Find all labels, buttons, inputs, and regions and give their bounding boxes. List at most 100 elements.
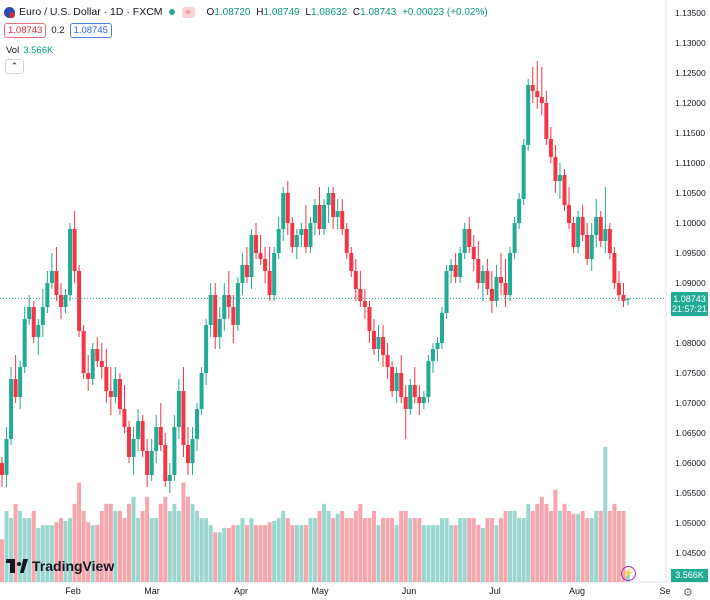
price-tick-label: 1.11000	[675, 158, 705, 168]
brand-name: TradingView	[32, 558, 115, 574]
spread-value: 0.2	[51, 25, 65, 36]
volume-bar	[36, 528, 41, 582]
candle-body	[544, 103, 549, 139]
volume-bar	[353, 510, 358, 582]
volume-bar	[430, 525, 435, 582]
volume-bar	[371, 510, 376, 582]
flash-icon[interactable]: ⚡	[621, 566, 636, 581]
candle-body	[81, 331, 86, 373]
candle-body	[108, 391, 113, 397]
candle-countdown: 21:57:21	[671, 304, 708, 315]
volume-bar	[195, 510, 200, 582]
volume-bar	[576, 513, 581, 582]
price-tick-label: 1.05500	[675, 488, 706, 498]
volume-bar	[63, 520, 68, 582]
volume-bar	[444, 518, 449, 582]
time-tick-label: Aug	[569, 586, 585, 596]
candle-body	[594, 217, 599, 235]
volume-bar	[403, 510, 408, 582]
candle-body	[548, 139, 553, 157]
buy-button[interactable]: 1.08745	[69, 23, 112, 38]
candle-body	[349, 253, 354, 271]
candle-body	[281, 193, 286, 229]
volume-bar	[0, 539, 4, 582]
volume-legend[interactable]: Vol 3.566K	[6, 45, 53, 56]
candle-body	[571, 223, 576, 247]
candle-body	[63, 295, 68, 307]
candle-body	[31, 307, 36, 337]
compare-icon[interactable]: ≈	[181, 6, 195, 18]
candle-body	[163, 445, 168, 481]
market-status-icon[interactable]	[168, 9, 175, 15]
candle-body	[117, 379, 122, 409]
candle-body	[158, 427, 163, 445]
price-tick-label: 1.10500	[675, 188, 706, 198]
candle-body	[58, 295, 63, 307]
time-tick-label: Apr	[234, 586, 248, 596]
candle-body	[489, 289, 494, 301]
candle-body	[313, 205, 317, 223]
volume-bar	[213, 532, 218, 582]
candle-body	[421, 397, 426, 403]
candle-body	[408, 385, 413, 409]
volume-bar	[54, 522, 59, 582]
price-tick-label: 1.12000	[675, 98, 706, 108]
candle-body	[471, 247, 476, 259]
volume-bar	[603, 447, 608, 582]
volume-bar	[594, 510, 599, 582]
settings-gear-icon[interactable]: ⚙	[683, 587, 693, 599]
candle-body	[399, 373, 404, 397]
volume-bar	[45, 525, 50, 582]
volume-bar	[399, 510, 404, 582]
candle-body	[185, 445, 190, 463]
volume-bar	[503, 510, 508, 582]
sell-button[interactable]: 1.08743	[4, 23, 47, 38]
volume-bar	[467, 518, 472, 582]
candle-body	[444, 271, 449, 313]
volume-bar	[376, 525, 381, 582]
candle-body	[77, 271, 82, 331]
price-tick-label: 1.04500	[675, 548, 706, 558]
time-tick-label: Se	[659, 586, 670, 596]
volume-bar	[40, 525, 45, 582]
volume-bar	[122, 518, 127, 582]
candle-body	[4, 439, 9, 475]
volume-bar	[498, 518, 503, 582]
volume-bar	[299, 525, 304, 582]
candle-body	[430, 349, 435, 361]
volume-bar	[462, 518, 467, 582]
time-tick-label: May	[311, 586, 329, 596]
volume-label: Vol	[6, 45, 20, 56]
low-value: 1.08632	[310, 6, 348, 18]
volume-bar	[598, 510, 603, 582]
volume-bar	[231, 525, 236, 582]
volume-bar	[226, 528, 231, 582]
candle-body	[394, 373, 399, 391]
volume-bar	[167, 510, 172, 582]
price-tick-label: 1.12500	[675, 68, 706, 78]
candle-body	[181, 391, 186, 445]
volume-bar	[244, 525, 249, 582]
candle-body	[376, 337, 381, 349]
volume-bar	[526, 503, 531, 582]
candle-body	[358, 289, 363, 301]
candle-body	[249, 235, 254, 277]
candle-body	[99, 361, 104, 367]
candle-body	[149, 451, 154, 475]
volume-bar	[149, 518, 154, 582]
candle-body	[299, 229, 304, 235]
candle-body	[526, 85, 531, 145]
volume-bar	[303, 525, 308, 582]
price-tick-label: 1.13500	[675, 8, 706, 18]
tradingview-logo[interactable]: TradingView	[6, 558, 114, 574]
candle-body	[371, 331, 376, 349]
candle-body	[68, 229, 73, 295]
volume-bar	[548, 510, 553, 582]
time-tick-label: Feb	[65, 586, 81, 596]
volume-bar	[440, 518, 445, 582]
collapse-legend-button[interactable]: ⌃	[5, 59, 24, 74]
symbol-title[interactable]: Euro / U.S. Dollar · 1D · FXCM	[19, 6, 163, 18]
volume-bar	[580, 510, 585, 582]
candle-body	[557, 175, 562, 181]
